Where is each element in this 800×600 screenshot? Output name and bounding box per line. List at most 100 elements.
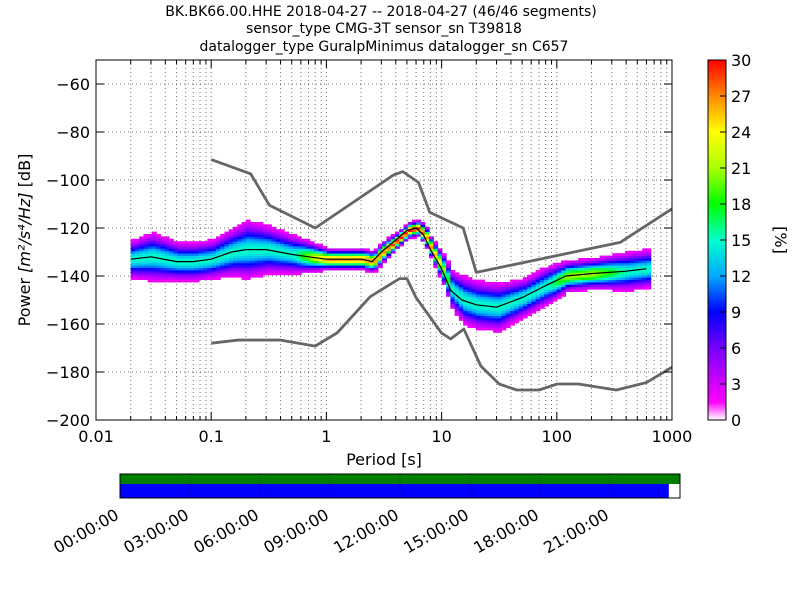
- histogram-cell: [143, 272, 149, 276]
- histogram-cell: [616, 255, 622, 259]
- histogram-cell: [569, 277, 575, 280]
- histogram-cell: [514, 279, 520, 283]
- histogram-cell: [220, 241, 226, 244]
- histogram-cell: [164, 250, 170, 254]
- histogram-cell: [642, 282, 648, 285]
- histogram-cell: [181, 277, 187, 280]
- histogram-cell: [625, 258, 630, 261]
- histogram-cell: [296, 236, 302, 240]
- histogram-cell: [207, 255, 213, 259]
- histogram-cell: [382, 241, 388, 244]
- histogram-cell: [625, 284, 630, 288]
- histogram-cell: [437, 267, 443, 271]
- histogram-cell: [220, 265, 226, 268]
- histogram-cell: [232, 241, 238, 244]
- histogram-cell: [390, 250, 396, 254]
- histogram-cell: [514, 301, 520, 304]
- histogram-cell: [544, 291, 549, 295]
- histogram-cell: [578, 258, 584, 261]
- histogram-cell: [369, 250, 375, 254]
- histogram-cell: [284, 231, 289, 235]
- histogram-cell: [492, 313, 498, 316]
- histogram-cell: [492, 322, 498, 326]
- histogram-cell: [399, 236, 405, 240]
- histogram-cell: [326, 267, 332, 271]
- histogram-cell: [582, 267, 588, 271]
- histogram-cell: [207, 238, 213, 242]
- histogram-cell: [275, 231, 281, 235]
- histogram-cell: [139, 246, 145, 249]
- histogram-cell: [386, 250, 392, 254]
- histogram-cell: [356, 253, 362, 256]
- histogram-cell: [433, 253, 439, 256]
- histogram-cell: [139, 236, 145, 240]
- histogram-cell: [169, 272, 174, 276]
- histogram-cell: [258, 234, 264, 237]
- histogram-cell: [510, 322, 515, 326]
- histogram-cell: [399, 243, 405, 247]
- histogram-cell: [578, 260, 584, 264]
- histogram-cell: [262, 255, 268, 259]
- histogram-cell: [198, 262, 204, 266]
- histogram-cell: [254, 224, 260, 228]
- histogram-cell: [565, 265, 571, 268]
- histogram-cell: [612, 272, 618, 276]
- histogram-cell: [241, 231, 247, 235]
- histogram-cell: [458, 282, 464, 285]
- histogram-cell: [224, 243, 230, 247]
- histogram-cell: [271, 265, 277, 268]
- histogram-cell: [441, 282, 447, 285]
- histogram-cell: [326, 255, 332, 259]
- histogram-cell: [424, 238, 430, 242]
- histogram-cell: [279, 246, 285, 249]
- histogram-cell: [292, 258, 298, 261]
- histogram-cell: [561, 294, 567, 297]
- histogram-cell: [531, 301, 537, 304]
- histogram-cell: [288, 238, 294, 242]
- histogram-cell: [599, 286, 605, 290]
- histogram-cell: [143, 234, 149, 237]
- histogram-cell: [156, 243, 162, 247]
- histogram-cell: [629, 253, 635, 256]
- histogram-cell: [497, 284, 503, 288]
- histogram-cell: [228, 231, 234, 235]
- histogram-cell: [437, 250, 443, 254]
- histogram-cell: [258, 262, 264, 266]
- histogram-cell: [608, 262, 613, 266]
- histogram-cell: [164, 277, 170, 280]
- histogram-cell: [271, 260, 277, 264]
- histogram-cell: [373, 270, 379, 273]
- histogram-cell: [237, 226, 243, 230]
- histogram-cell: [258, 241, 264, 244]
- histogram-cell: [343, 262, 349, 266]
- histogram-cell: [552, 289, 558, 292]
- histogram-cell: [173, 272, 179, 276]
- histogram-cell: [343, 250, 349, 254]
- histogram-cell: [514, 313, 520, 316]
- histogram-cell: [258, 226, 264, 230]
- histogram-cell: [467, 313, 473, 316]
- histogram-cell: [591, 260, 596, 264]
- histogram-cell: [356, 250, 362, 254]
- histogram-cell: [190, 248, 196, 252]
- histogram-cell: [220, 267, 226, 271]
- histogram-cell: [454, 289, 460, 292]
- histogram-cell: [130, 265, 136, 268]
- histogram-cell: [497, 296, 503, 300]
- histogram-cell: [147, 262, 153, 266]
- histogram-cell: [480, 318, 486, 321]
- histogram-cell: [262, 250, 268, 254]
- histogram-cell: [625, 277, 630, 280]
- histogram-cell: [552, 282, 558, 285]
- histogram-cell: [271, 238, 277, 242]
- histogram-cell: [241, 224, 247, 228]
- histogram-cell: [531, 282, 537, 285]
- histogram-cell: [505, 298, 511, 302]
- histogram-cell: [480, 308, 486, 312]
- histogram-cell: [565, 267, 571, 271]
- histogram-cell: [301, 238, 307, 242]
- histogram-cell: [463, 318, 469, 321]
- histogram-cell: [531, 306, 537, 309]
- histogram-cell: [501, 318, 507, 321]
- histogram-cell: [275, 255, 281, 259]
